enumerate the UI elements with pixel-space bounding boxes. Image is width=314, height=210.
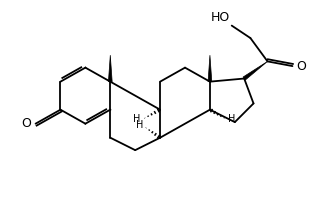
Polygon shape: [108, 55, 112, 82]
Text: H: H: [228, 114, 236, 124]
Text: H: H: [133, 114, 140, 124]
Text: O: O: [296, 60, 306, 73]
Text: HO: HO: [211, 11, 230, 24]
Polygon shape: [243, 61, 268, 80]
Polygon shape: [208, 55, 212, 82]
Text: H: H: [136, 120, 143, 130]
Text: O: O: [21, 117, 31, 130]
